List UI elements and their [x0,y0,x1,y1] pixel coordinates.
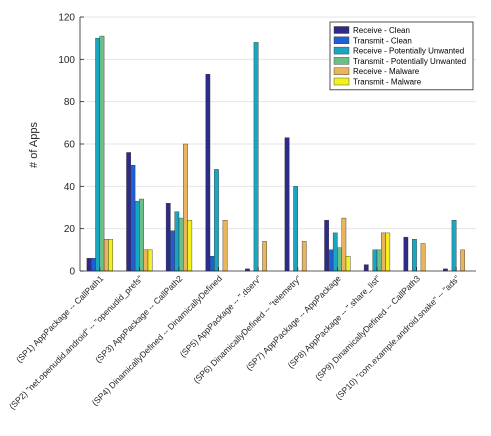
y-tick-label: 100 [58,55,75,66]
bar [451,219,457,272]
x-tick-labels: (SP1) AppPackage -- CallPath1(SP2) "net.… [7,273,462,411]
bar [345,255,351,272]
bar [214,169,219,272]
legend-label: Receive - Clean [353,26,410,35]
legend-label: Receive - Malware [353,67,420,76]
bar [222,219,228,272]
legend-swatch [333,26,350,34]
bar [139,198,144,272]
bar [126,152,132,272]
y-tick-label: 120 [58,13,75,24]
y-tick-label: 80 [64,97,76,108]
bar [86,258,92,272]
legend-label: Receive - Potentially Unwanted [353,47,464,56]
legend-label: Transmit - Potentially Unwanted [353,57,466,66]
bar [170,230,175,272]
y-tick-label: 0 [69,267,75,278]
bar [381,232,386,272]
bar [209,255,215,272]
bar [420,243,426,272]
legend-label: Transmit - Malware [353,78,422,87]
bar [134,200,140,272]
legend-swatch [333,67,350,75]
bar [99,35,105,272]
bar [143,249,149,272]
bar [460,249,466,272]
bar [403,236,409,272]
bar [284,137,290,272]
bar [187,219,193,272]
legend-swatch [333,46,350,55]
bar [412,239,417,272]
bar [253,42,259,272]
bar [262,241,268,272]
bar [147,249,153,272]
legend-label: Transmit - Clean [353,36,412,45]
y-tick-label: 20 [64,224,76,235]
y-tick-label: 40 [64,182,76,193]
y-tick-labels: 0 20 40 60 80 100 120 [58,13,75,278]
bar [332,232,338,272]
bar [108,239,113,272]
x-tick-label: (SP5) AppPackage -- ".dserv" [178,273,264,359]
bar [301,241,307,272]
bar [90,258,96,272]
bar [376,249,382,272]
bar [183,143,188,272]
bar [341,217,347,272]
legend-swatch [333,57,350,65]
bar [372,249,378,272]
bar [103,239,109,272]
bar [178,217,184,272]
bar [328,249,334,272]
bar [165,203,171,272]
bar [95,37,101,272]
grid-lines [80,16,476,230]
legend-box [329,21,474,91]
bar [385,232,391,272]
bar [174,211,180,272]
bar [130,164,136,272]
bar [205,73,211,272]
legend-swatch [333,77,350,86]
legend-swatch [333,36,350,44]
y-tick-label: 60 [64,140,76,151]
bar [363,264,369,272]
axes [79,16,476,272]
bar [337,247,342,272]
bar [293,186,299,272]
bar [324,219,330,272]
y-axis-label: # of Apps [28,122,40,168]
x-tick-label: (SP2) "net.openudid.android" -- "openudi… [7,273,145,411]
